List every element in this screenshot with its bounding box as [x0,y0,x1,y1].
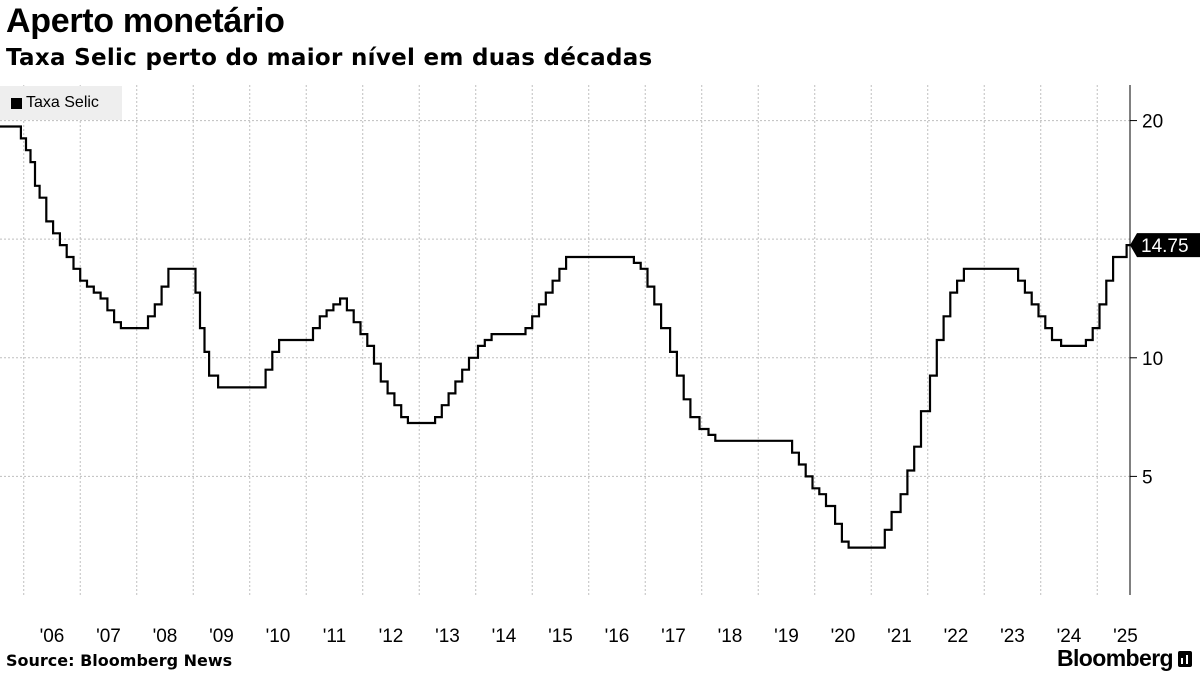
x-tick-label: '13 [435,626,460,647]
logo-wordmark: Bloomberg [1057,645,1174,671]
series-line-taxa-selic [0,125,1130,549]
last-value-label: 14.75 [1141,236,1189,257]
y-tick-label: 10 [1142,349,1163,370]
bloomberg-logo: Bloomberg [1057,645,1192,672]
legend-swatch [11,97,22,109]
source-note: Source: Bloomberg News [6,651,233,670]
x-tick-label: '18 [718,626,743,647]
x-tick-label: '16 [605,626,630,647]
x-tick-label: '22 [944,626,969,647]
bar-chart-icon [1178,650,1192,667]
x-tick-label: '08 [153,626,178,647]
line-chart: '06 '07 '08 '09 '10 '11 '12 '13 '14 '15 '16 '17 '18 '… [0,85,1200,647]
y-tick-label: 5 [1142,467,1153,488]
chart-subtitle: Taxa Selic perto do maior nível em duas … [6,45,653,71]
chart-title: Aperto monetário [6,2,285,40]
x-tick-label: '20 [831,626,856,647]
x-tick-label: '21 [887,626,912,647]
y-tick-label: 20 [1142,112,1163,133]
x-tick-label: '15 [548,626,573,647]
x-tick-label: '17 [661,626,686,647]
x-tick-label: '10 [266,626,291,647]
x-tick-label: '23 [1000,626,1025,647]
last-value-flag [1130,233,1200,258]
x-tick-label: '19 [774,626,799,647]
x-tick-label: '09 [209,626,234,647]
x-tick-label: '11 [323,626,346,647]
x-tick-label: '12 [379,626,404,647]
x-tick-label: '25 [1113,626,1138,647]
x-tick-label: '06 [40,626,65,647]
x-tick-label: '14 [492,626,517,647]
x-tick-label: '07 [96,626,121,647]
x-tick-label: '24 [1057,626,1082,647]
legend-label: Taxa Selic [26,94,99,111]
legend: Taxa Selic [0,86,122,120]
